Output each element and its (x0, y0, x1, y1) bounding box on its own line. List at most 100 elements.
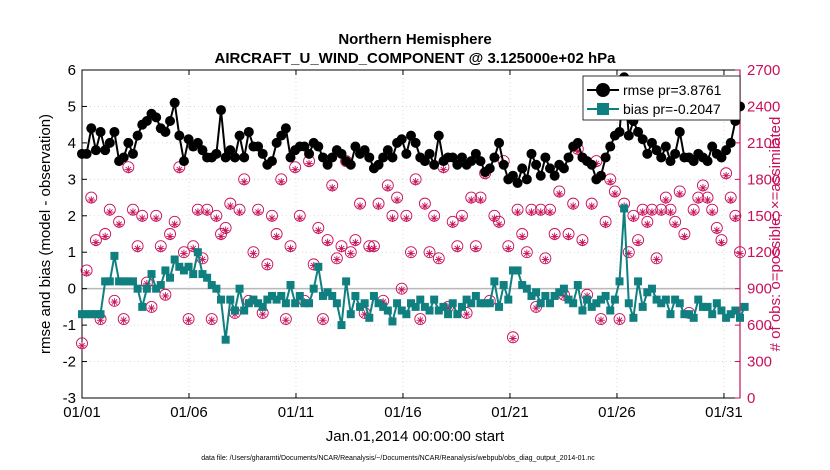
bias-point (513, 266, 522, 275)
bias-point (147, 270, 156, 279)
bias-point (87, 310, 96, 319)
rmse-point (304, 148, 315, 159)
rmse-point (220, 152, 231, 163)
bias-point (346, 310, 355, 319)
bias-point (615, 277, 624, 286)
obs-assimilated-point (207, 316, 216, 325)
bias-point (133, 284, 142, 293)
rmse-point (127, 148, 138, 159)
obs-assimilated-point (110, 298, 119, 306)
obs-assimilated-point (439, 165, 448, 174)
bias-point (295, 291, 304, 300)
y-right-tick-label: 1200 (747, 244, 780, 261)
rmse-point (359, 145, 370, 156)
rmse-point (280, 123, 291, 134)
bias-point (318, 291, 327, 300)
obs-assimilated-point (194, 208, 202, 216)
bias-point (541, 291, 550, 300)
obs-possible-point (520, 246, 533, 259)
bias-point (388, 317, 397, 326)
bias-point (166, 273, 175, 282)
bias-point (110, 251, 119, 260)
bias-point (457, 302, 466, 311)
rmse-point (174, 130, 185, 141)
bias-point (666, 310, 675, 319)
rmse-point (239, 152, 250, 163)
obs-possible-point (432, 252, 445, 265)
bias-point (128, 277, 137, 286)
rmse-point (327, 152, 338, 163)
obs-assimilated-point (671, 220, 679, 229)
obs-assimilated-point (421, 202, 429, 210)
obs-assimilated-point (518, 232, 527, 241)
rmse-point (253, 141, 264, 152)
x-tick-label: 01/21 (491, 404, 529, 421)
rmse-point (470, 148, 481, 159)
obs-assimilated-point (203, 208, 211, 216)
rmse-point (373, 159, 384, 170)
rmse-point (512, 177, 523, 188)
obs-possible-point (117, 313, 130, 325)
y-left-tick-label: 6 (68, 62, 76, 79)
obs-assimilated-point (314, 226, 323, 235)
rmse-point (688, 156, 699, 167)
rmse-point (447, 152, 458, 163)
obs-assimilated-point (407, 249, 415, 258)
rmse-point (586, 159, 597, 170)
y-right-tick-label: 2100 (747, 135, 780, 152)
rmse-point (118, 152, 129, 163)
obs-assimilated-point (258, 310, 267, 318)
bias-point (156, 281, 165, 290)
rmse-point (387, 152, 398, 163)
bias-point (411, 302, 420, 311)
rmse-point (160, 126, 171, 137)
bias-point (249, 295, 258, 304)
rmse-point (646, 137, 657, 148)
obs-assimilated-point (351, 238, 360, 247)
obs-assimilated-point (272, 232, 281, 241)
bias-point (462, 295, 471, 304)
bias-point (638, 302, 647, 311)
obs-possible-point (177, 246, 190, 259)
obs-assimilated-point (569, 202, 577, 210)
bias-point (212, 284, 221, 293)
bias-point (444, 310, 453, 319)
obs-assimilated-point (397, 286, 406, 294)
obs-assimilated-point (546, 208, 554, 216)
bias-point (685, 310, 694, 319)
bias-point (105, 277, 114, 286)
obs-assimilated-point (731, 214, 740, 223)
rmse-point (192, 137, 203, 148)
axis-ticks: 01/01 01/06 01/11 01/16 01/21 01/26 01/31 -3 -2 -… (63, 62, 781, 421)
rmse-point (104, 137, 115, 148)
obs-assimilated-point (388, 214, 397, 223)
rmse-point (276, 130, 287, 141)
obs-assimilated-point (638, 208, 647, 216)
bias-point (731, 306, 740, 315)
obs-assimilated-point (189, 244, 198, 253)
bias-point (402, 310, 411, 319)
obs-assimilated-point (703, 196, 712, 204)
rmse-point (595, 170, 606, 181)
obs-assimilated-point (305, 159, 313, 168)
obs-assimilated-point (435, 255, 443, 264)
obs-assimilated-point (115, 220, 123, 229)
rmse-point (623, 130, 634, 141)
obs-assimilated-point (346, 249, 355, 258)
rmse-point (665, 156, 676, 167)
obs-assimilated-point (550, 232, 559, 241)
obs-assimilated-point (713, 226, 721, 235)
obs-assimilated-point (119, 316, 128, 325)
bias-point (291, 299, 300, 308)
obs-assimilated-point (689, 208, 698, 216)
rmse-point (526, 148, 537, 159)
rmse-point (475, 156, 486, 167)
rmse-point (123, 137, 134, 148)
obs-possible-point (423, 246, 436, 259)
y-left-tick-label: -3 (63, 390, 76, 407)
rmse-point (549, 170, 560, 181)
obs-possible-point (405, 246, 417, 259)
rmse-point (406, 130, 416, 141)
obs-possible-point (622, 246, 635, 259)
